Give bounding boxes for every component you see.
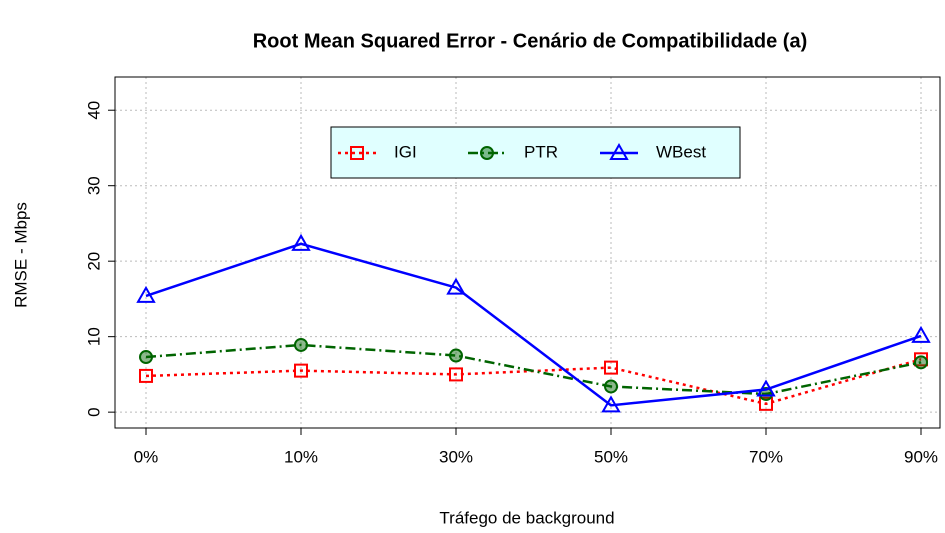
marker: [446, 277, 466, 295]
x-tick-label: 70%: [749, 447, 783, 466]
marker: [136, 285, 156, 303]
marker: [291, 233, 311, 251]
legend-label: IGI: [394, 142, 417, 161]
y-tick-label: 0: [84, 407, 103, 416]
marker: [294, 337, 308, 352]
marker: [914, 355, 928, 370]
legend-label: PTR: [524, 142, 558, 161]
marker: [759, 396, 773, 411]
x-tick-label: 10%: [284, 447, 318, 466]
marker: [139, 368, 153, 383]
marker: [756, 379, 776, 397]
y-tick-label: 10: [84, 327, 103, 346]
marker: [294, 363, 308, 378]
chart-title: Root Mean Squared Error - Cenário de Com…: [253, 30, 808, 52]
marker: [601, 395, 621, 413]
y-tick-label: 40: [84, 101, 103, 120]
legend-label: WBest: [656, 142, 706, 161]
series-line: [145, 242, 922, 407]
x-tick-label: 90%: [904, 447, 938, 466]
y-tick-label: 30: [84, 176, 103, 195]
legend-box: [330, 126, 741, 179]
series-line: [145, 343, 922, 396]
x-tick-label: 50%: [594, 447, 628, 466]
series-line: [145, 358, 922, 406]
x-axis-label: Tráfego de background: [439, 508, 614, 527]
marker: [350, 146, 364, 160]
plot-frame: [114, 76, 941, 429]
x-tick-label: 0%: [134, 447, 159, 466]
marker: [604, 360, 618, 375]
marker: [911, 325, 931, 343]
marker: [480, 146, 494, 160]
y-axis-label: RMSE - Mbps: [11, 202, 30, 308]
marker: [449, 367, 463, 382]
marker: [449, 348, 463, 363]
marker: [604, 379, 618, 394]
y-tick-label: 20: [84, 252, 103, 271]
marker: [139, 350, 153, 365]
x-tick-label: 30%: [439, 447, 473, 466]
marker: [609, 142, 629, 160]
